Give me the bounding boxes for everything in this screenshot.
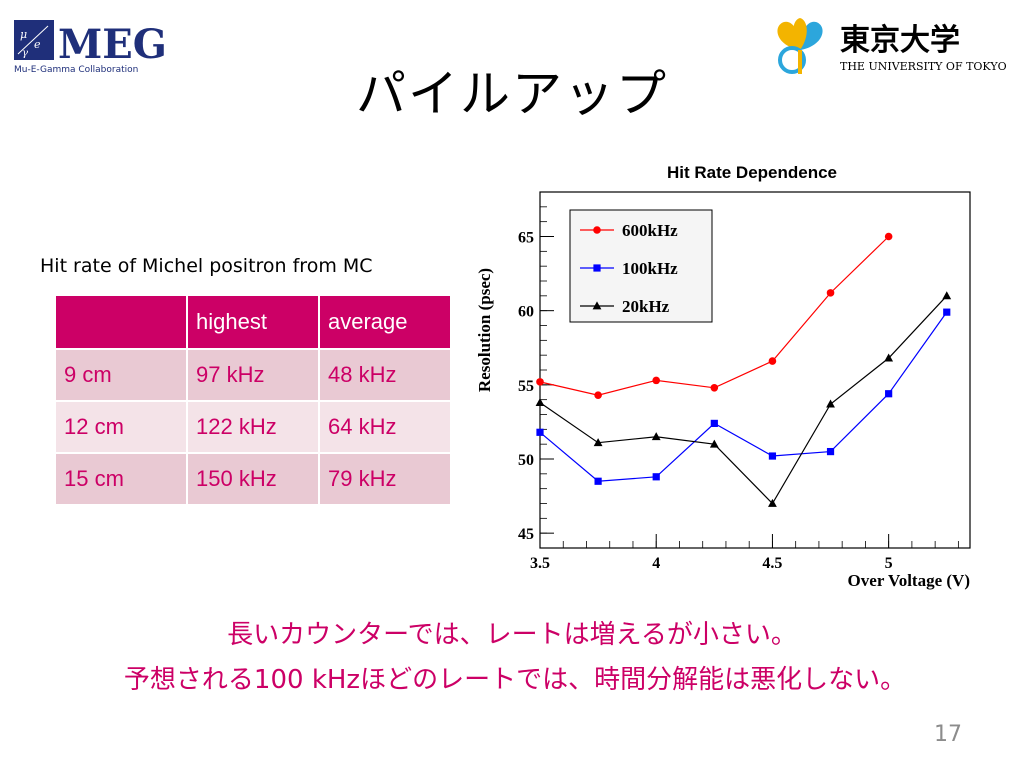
x-tick-label: 3.5: [530, 555, 550, 572]
table-row: 9 cm 97 kHz 48 kHz: [54, 348, 452, 402]
hit-rate-chart: Hit Rate Dependence 45 50 55 60 65 3.5 4 4.5 5Ove…: [475, 163, 971, 590]
table-cell: 9 cm: [54, 348, 188, 402]
data-point-triangle: [942, 291, 952, 300]
data-point-triangle: [709, 439, 719, 448]
meg-logo: μ e γ MEG Mu-E-Gamma Collaboration: [14, 20, 167, 75]
table-cell: 15 cm: [54, 452, 188, 506]
data-point-circle: [536, 378, 544, 386]
data-point-triangle: [651, 432, 661, 441]
svg-text:γ: γ: [22, 48, 28, 59]
data-point-triangle: [826, 399, 835, 408]
slide-title: パイルアップ: [356, 65, 668, 123]
series-line-20kHz: [539, 295, 948, 505]
data-point-square: [710, 419, 718, 427]
table-cell: 150 kHz: [186, 452, 320, 506]
table-row: 12 cm 122 kHz 64 kHz: [54, 400, 452, 454]
data-point-square: [943, 308, 951, 316]
data-point-triangle: [592, 301, 602, 310]
data-point-circle: [884, 232, 893, 241]
table-header-row: highest average: [54, 294, 452, 350]
data-point-triangle: [884, 353, 894, 362]
x-tick-label: 4.5: [762, 555, 782, 572]
data-point-circle: [768, 357, 777, 365]
table-caption: Hit rate of Michel positron from MC: [40, 255, 373, 277]
y-tick-label: 65: [518, 230, 534, 247]
y-axis-label: Resolution (psec): [475, 268, 494, 392]
data-point-square: [885, 390, 893, 398]
table-header-cell: average: [318, 294, 452, 350]
data-point-circle: [594, 391, 602, 400]
utokyo-logo-text: 東京大学: [840, 23, 960, 58]
data-point-triangle: [768, 498, 777, 507]
data-point-circle: [593, 226, 601, 234]
chart-title: Hit Rate Dependence: [667, 163, 837, 182]
meg-logo-subtitle: Mu-E-Gamma Collaboration: [14, 65, 138, 75]
conclusion-line-2: 予想される100 kHzほどのレートでは、時間分解能は悪化しない。: [123, 665, 907, 695]
data-point-square: [593, 264, 601, 272]
svg-text:e: e: [34, 38, 41, 51]
data-point-square: [594, 477, 602, 485]
utokyo-logo-subtitle: THE UNIVERSITY OF TOKYO: [840, 60, 1006, 73]
y-tick-label: 50: [518, 452, 534, 469]
y-tick-label: 55: [518, 378, 534, 395]
x-tick-label: 4: [652, 555, 660, 572]
table-row: 15 cm 150 kHz 79 kHz: [54, 452, 452, 506]
table-cell: 122 kHz: [186, 400, 320, 454]
data-point-square: [652, 473, 660, 481]
conclusion-line-1: 長いカウンターでは、レートは増えるが小さい。: [227, 620, 797, 650]
legend-label: 600kHz: [622, 221, 678, 240]
data-point-triangle: [535, 398, 545, 407]
table-cell: 48 kHz: [318, 348, 452, 402]
utokyo-logo: 東京大学 THE UNIVERSITY OF TOKYO: [777, 18, 1006, 74]
hit-rate-table: highest average 9 cm 97 kHz 48 kHz 12 cm…: [54, 294, 452, 506]
series-line-100kHz: [539, 311, 948, 482]
svg-text:μ: μ: [20, 28, 27, 41]
table-header-cell: highest: [186, 294, 320, 350]
meg-logo-text: MEG: [58, 21, 167, 68]
table-cell: 79 kHz: [318, 452, 452, 506]
data-point-circle: [652, 376, 661, 385]
table-header-cell: [54, 294, 188, 350]
table-cell: 97 kHz: [186, 348, 320, 402]
ginkgo-emblem: [777, 18, 823, 74]
data-point-triangle: [593, 438, 603, 447]
table-cell: 12 cm: [54, 400, 188, 454]
table-cell: 64 kHz: [318, 400, 452, 454]
data-point-circle: [710, 384, 719, 392]
legend-label: 100kHz: [622, 259, 678, 278]
data-point-square: [826, 447, 835, 456]
x-axis-label: Over Voltage (V): [848, 571, 970, 590]
x-tick-label: 5: [885, 555, 893, 572]
data-point-circle: [826, 289, 835, 297]
data-point-square: [536, 428, 544, 436]
y-tick-label: 45: [518, 526, 534, 543]
data-point-square: [768, 452, 777, 460]
y-tick-label: 60: [518, 304, 534, 321]
legend-label: 20kHz: [622, 297, 670, 316]
page-number: 17: [934, 722, 962, 747]
